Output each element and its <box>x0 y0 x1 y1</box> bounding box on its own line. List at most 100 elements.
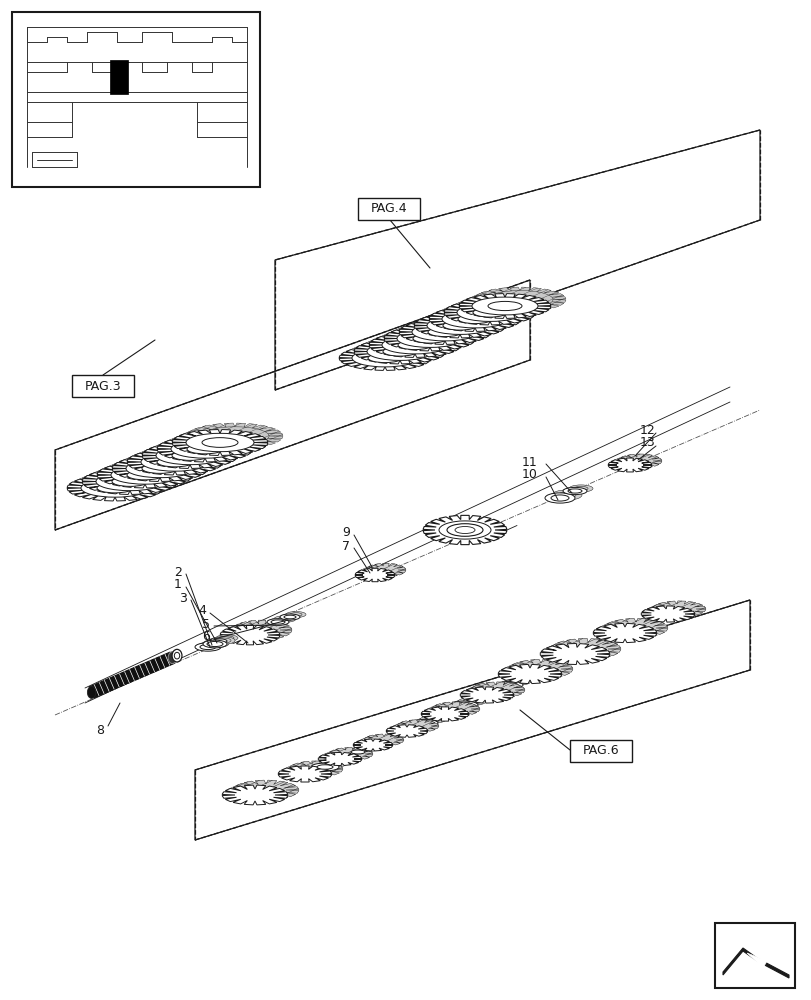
Polygon shape <box>127 449 223 475</box>
Ellipse shape <box>96 472 164 491</box>
Ellipse shape <box>142 464 178 473</box>
Polygon shape <box>458 294 551 318</box>
Ellipse shape <box>171 440 238 458</box>
Polygon shape <box>641 606 694 622</box>
Ellipse shape <box>427 327 461 337</box>
Text: 12: 12 <box>639 424 655 436</box>
Ellipse shape <box>201 427 268 445</box>
Ellipse shape <box>639 617 663 624</box>
Ellipse shape <box>141 453 208 471</box>
Ellipse shape <box>487 291 552 308</box>
Polygon shape <box>82 469 178 494</box>
Ellipse shape <box>509 679 526 684</box>
Text: 6: 6 <box>202 631 210 644</box>
Ellipse shape <box>457 304 522 321</box>
Ellipse shape <box>586 640 612 648</box>
Polygon shape <box>384 326 475 351</box>
Ellipse shape <box>454 702 473 708</box>
Text: 2: 2 <box>174 566 182 578</box>
Ellipse shape <box>187 444 223 454</box>
Ellipse shape <box>354 745 378 752</box>
Polygon shape <box>398 320 491 344</box>
Polygon shape <box>354 339 445 364</box>
Polygon shape <box>318 752 362 766</box>
Polygon shape <box>385 725 427 737</box>
Ellipse shape <box>319 760 346 767</box>
Ellipse shape <box>216 635 238 641</box>
Ellipse shape <box>591 642 607 646</box>
Polygon shape <box>444 300 535 325</box>
Ellipse shape <box>471 297 538 315</box>
Polygon shape <box>368 333 461 357</box>
Ellipse shape <box>280 614 299 620</box>
Ellipse shape <box>202 438 238 447</box>
Polygon shape <box>220 625 280 645</box>
Ellipse shape <box>126 459 194 478</box>
Polygon shape <box>444 300 535 325</box>
Bar <box>714 923 794 988</box>
Ellipse shape <box>441 310 508 328</box>
Ellipse shape <box>220 636 234 640</box>
Polygon shape <box>603 618 667 638</box>
Ellipse shape <box>462 699 480 704</box>
Ellipse shape <box>172 451 208 460</box>
Ellipse shape <box>411 719 437 727</box>
Ellipse shape <box>551 490 581 500</box>
Ellipse shape <box>631 621 655 627</box>
Polygon shape <box>157 436 253 462</box>
Polygon shape <box>82 469 178 494</box>
Ellipse shape <box>573 486 587 491</box>
Ellipse shape <box>397 330 462 347</box>
Polygon shape <box>722 948 788 978</box>
Ellipse shape <box>311 763 338 771</box>
Polygon shape <box>607 458 651 472</box>
Ellipse shape <box>413 334 446 343</box>
Ellipse shape <box>203 639 229 648</box>
Ellipse shape <box>381 336 448 354</box>
Ellipse shape <box>413 334 446 343</box>
Ellipse shape <box>203 640 227 648</box>
Ellipse shape <box>502 295 536 304</box>
Text: 11: 11 <box>521 456 537 468</box>
Polygon shape <box>470 682 524 698</box>
Ellipse shape <box>195 643 221 651</box>
Polygon shape <box>232 620 292 640</box>
Ellipse shape <box>599 638 616 643</box>
Ellipse shape <box>172 451 208 460</box>
Polygon shape <box>414 313 505 338</box>
Ellipse shape <box>367 343 432 360</box>
Ellipse shape <box>112 477 148 486</box>
Ellipse shape <box>174 652 179 659</box>
Polygon shape <box>366 563 406 577</box>
Ellipse shape <box>441 310 508 328</box>
Text: 7: 7 <box>341 540 350 552</box>
Ellipse shape <box>457 698 486 705</box>
Polygon shape <box>460 687 513 703</box>
Ellipse shape <box>168 652 177 664</box>
Ellipse shape <box>351 349 418 367</box>
Polygon shape <box>233 780 298 800</box>
Ellipse shape <box>457 314 491 324</box>
Ellipse shape <box>644 619 659 622</box>
Ellipse shape <box>397 340 431 350</box>
Ellipse shape <box>284 615 296 619</box>
Ellipse shape <box>207 641 223 647</box>
Ellipse shape <box>187 444 223 454</box>
Text: 10: 10 <box>521 468 537 482</box>
Bar <box>12 12 260 187</box>
Ellipse shape <box>457 304 522 321</box>
Ellipse shape <box>636 622 650 626</box>
Bar <box>109 60 128 94</box>
Polygon shape <box>127 449 223 475</box>
Polygon shape <box>368 333 461 357</box>
Bar <box>358 198 419 220</box>
Ellipse shape <box>411 323 478 341</box>
Ellipse shape <box>454 526 474 534</box>
Ellipse shape <box>473 308 506 317</box>
Text: 5: 5 <box>202 617 210 631</box>
Ellipse shape <box>557 492 575 498</box>
Polygon shape <box>428 307 521 331</box>
Text: 13: 13 <box>639 436 655 450</box>
Ellipse shape <box>419 716 445 723</box>
Ellipse shape <box>186 433 254 452</box>
